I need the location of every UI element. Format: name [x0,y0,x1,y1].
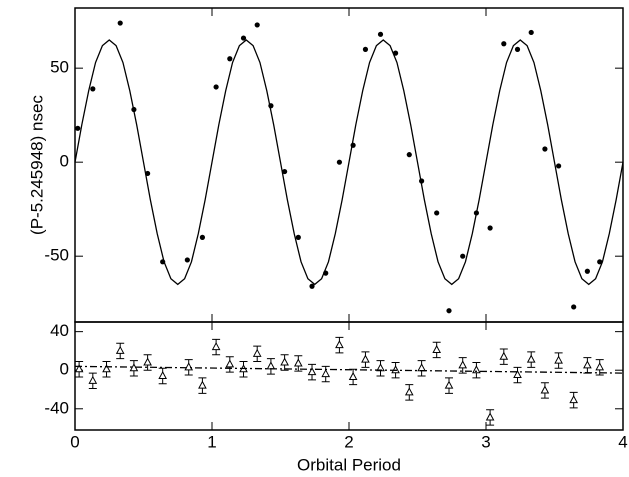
x-tick-label: 2 [344,432,353,451]
data-point [336,159,343,165]
data-point [88,375,98,384]
data-point [501,41,507,47]
data-point [90,86,96,92]
data-point [117,20,123,26]
data-point [199,234,206,240]
data-point [444,380,454,389]
data-point [540,385,550,394]
x-tick-label: 3 [481,432,490,451]
y-tick-label: 50 [50,58,69,77]
data-point [595,362,605,371]
data-point [240,35,247,41]
data-point [391,365,400,374]
data-point [597,259,603,265]
data-point [514,46,521,52]
data-point [361,354,370,363]
data-point [280,357,289,366]
y-axis-label: (P-5.245948) nsec [27,95,46,235]
data-point [335,340,344,349]
data-point [75,125,81,131]
data-point [227,56,233,62]
data-point [377,31,384,37]
data-point [102,364,111,373]
data-point [542,146,548,152]
data-point [460,253,466,259]
trend-line [74,365,624,374]
data-point [485,412,495,421]
data-point [282,168,288,175]
data-point [584,268,590,274]
y-tick-label: -50 [44,246,69,265]
data-point [406,152,412,158]
data-point [526,354,536,363]
x-tick-label: 1 [207,432,216,451]
y-tick-label: -40 [44,398,69,417]
data-point [254,22,260,28]
data-point [404,387,414,396]
y-tick-label: 0 [60,360,69,379]
data-point [556,163,562,169]
data-point [252,348,262,357]
data-point [158,370,168,379]
data-point [432,344,442,353]
data-point [115,345,125,354]
data-point [143,357,152,366]
data-point [487,225,493,231]
data-point [446,308,452,314]
data-point [571,304,577,310]
data-point [184,257,190,263]
data-point [211,342,221,351]
data-point [266,361,276,370]
data-point [376,363,385,372]
data-point [295,234,301,240]
data-point [458,360,468,369]
data-point [583,360,592,369]
data-point [499,351,509,360]
data-point [74,364,84,373]
data-point [213,84,219,90]
data-point [554,355,563,364]
data-point [362,46,369,52]
data-point [309,283,315,289]
data-point [513,369,522,379]
x-axis-label: Orbital Period [297,455,401,474]
data-point [434,210,440,216]
y-tick-label: 40 [50,321,69,340]
data-point [528,29,534,36]
x-tick-label: 4 [618,432,627,451]
data-point [198,380,207,389]
x-tick-label: 0 [70,432,79,451]
data-point [293,358,303,367]
plot-frame [74,321,624,431]
y-tick-label: 0 [60,152,69,171]
data-point [472,365,481,374]
data-point [225,359,235,368]
data-point [417,363,426,372]
data-point [321,369,331,378]
fit-curve [74,39,624,286]
data-point [184,362,194,371]
data-point [307,367,317,376]
data-point [569,395,579,404]
data-point [348,371,358,380]
